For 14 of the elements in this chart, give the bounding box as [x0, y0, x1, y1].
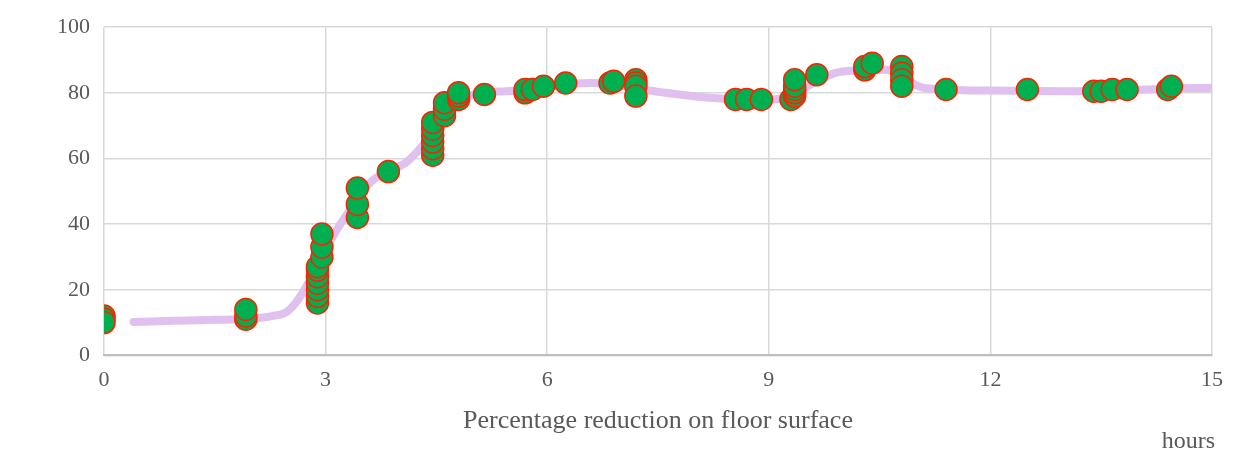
x-tick-label: 15 — [1201, 366, 1223, 392]
x-tick-label: 12 — [979, 366, 1002, 392]
y-tick-label: 80 — [68, 78, 90, 104]
y-tick-label: 20 — [68, 275, 90, 301]
y-tick-label: 60 — [68, 144, 90, 170]
text: hours — [1161, 427, 1215, 453]
x-tick-label: 9 — [763, 366, 775, 392]
x-axis-title: Percentage reduction on floor surface — [463, 405, 853, 435]
x-tick-label: 3 — [320, 366, 332, 392]
y-tick-label: 100 — [57, 12, 90, 38]
y-tick-label: 0 — [79, 341, 90, 367]
x-tick-label: 6 — [541, 366, 553, 392]
x-tick-label: 0 — [98, 366, 110, 392]
y-tick-label: 40 — [68, 209, 90, 235]
